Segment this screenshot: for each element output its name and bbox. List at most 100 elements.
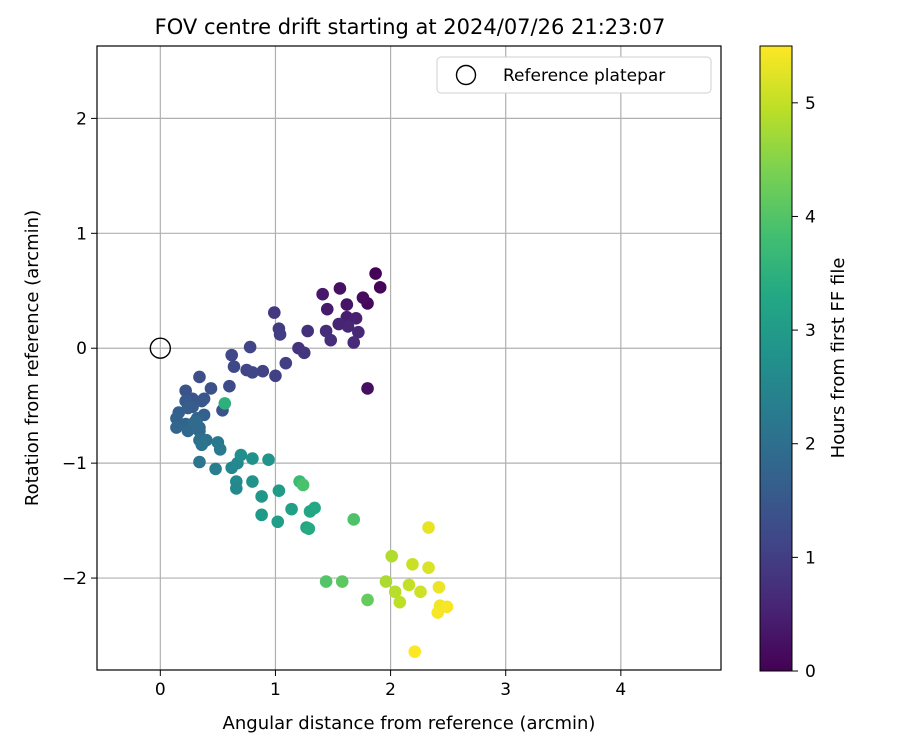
x-tick-label: 2 — [385, 680, 396, 700]
data-points — [170, 267, 454, 658]
scatter-point — [271, 515, 285, 529]
scatter-point — [246, 475, 259, 488]
scatter-point — [302, 522, 316, 535]
colorbar-tick-label: 1 — [805, 548, 816, 568]
scatter-point — [422, 561, 435, 575]
colorbar — [759, 45, 793, 672]
x-tick-label: 3 — [500, 680, 511, 700]
scatter-point — [349, 312, 363, 325]
scatter-point — [316, 287, 329, 301]
y-tick-label: −2 — [62, 569, 87, 589]
scatter-point — [301, 324, 314, 338]
scatter-point — [234, 448, 248, 462]
y-tick-label: 0 — [76, 339, 87, 359]
colorbar-tick-label: 4 — [805, 207, 816, 227]
legend-box — [436, 56, 712, 94]
scatter-point — [361, 382, 374, 395]
colorbar-tick-label: 2 — [805, 435, 816, 455]
y-tick-label: 1 — [76, 224, 87, 244]
colorbar-tick-label: 3 — [805, 321, 816, 341]
scatter-point — [414, 585, 427, 599]
y-axis-ticks: −2 −1 0 1 2 — [62, 109, 97, 589]
scatter-point — [170, 421, 183, 434]
scatter-point — [230, 482, 243, 495]
scatter-point — [319, 575, 333, 588]
colorbar-tick-label: 5 — [805, 94, 816, 114]
scatter-point — [227, 360, 241, 373]
scatter-point — [255, 508, 268, 522]
scatter-point — [225, 348, 239, 362]
scatter-point — [324, 333, 338, 347]
scatter-point — [279, 356, 293, 370]
colorbar-tick-label: 0 — [805, 662, 816, 682]
scatter-point — [170, 412, 183, 425]
chart-title: FOV centre drift starting at 2024/07/26 … — [155, 15, 666, 39]
grid-lines — [97, 46, 721, 670]
scatter-point — [209, 462, 222, 476]
scatter-point — [369, 267, 382, 280]
scatter-point — [195, 394, 209, 408]
reference-platepar-marker — [149, 337, 172, 359]
scatter-point — [385, 549, 399, 563]
scatter-point — [181, 424, 195, 438]
scatter-point — [393, 595, 407, 609]
y-tick-label: 2 — [76, 109, 87, 129]
scatter-point — [320, 302, 334, 316]
scatter-point — [296, 478, 310, 492]
scatter-point — [285, 502, 298, 516]
scatter-point — [347, 513, 361, 526]
y-axis-label: Rotation from reference (arcmin) — [22, 210, 43, 506]
scatter-point — [246, 452, 259, 465]
scatter-point — [195, 438, 209, 452]
plot-frame — [96, 45, 722, 671]
scatter-point — [373, 281, 387, 294]
x-tick-label: 1 — [270, 680, 281, 700]
x-axis-label: Angular distance from reference (arcmin) — [223, 713, 596, 734]
scatter-point — [347, 336, 361, 349]
scatter-point — [297, 346, 311, 360]
scatter-point — [246, 366, 259, 379]
scatter-point — [432, 580, 446, 594]
scatter-point — [272, 484, 286, 498]
scatter-point — [243, 340, 257, 354]
scatter-point — [440, 600, 454, 614]
scatter-point — [269, 369, 282, 383]
colorbar-ticks: 0 1 2 3 4 5 — [792, 94, 816, 682]
scatter-point — [402, 578, 416, 592]
scatter-point — [352, 325, 365, 339]
scatter-point — [204, 382, 218, 395]
scatter-point — [193, 455, 206, 469]
reference-marker-group — [149, 337, 172, 359]
legend-reference-label: Reference platepar — [503, 66, 665, 86]
scatter-point — [361, 593, 374, 607]
scatter-point — [267, 306, 281, 319]
scatter-point — [431, 606, 445, 619]
colorbar-label: Hours from first FF file — [828, 258, 849, 459]
scatter-point — [341, 320, 355, 333]
x-tick-label: 0 — [155, 680, 166, 700]
scatter-point — [188, 415, 202, 429]
scatter-point — [333, 282, 347, 295]
legend-reference-marker-icon — [455, 64, 477, 86]
scatter-point — [223, 379, 236, 393]
y-tick-label: −1 — [62, 454, 87, 474]
scatter-point — [193, 370, 206, 384]
scatter-point — [218, 397, 232, 410]
scatter-point — [422, 521, 435, 534]
scatter-point — [379, 575, 393, 588]
scatter-point — [408, 645, 422, 658]
scatter-point — [262, 453, 275, 467]
x-axis-ticks: 0 1 2 3 4 — [155, 670, 626, 700]
scatter-point — [255, 490, 268, 503]
scatter-point — [256, 364, 270, 378]
scatter-point — [388, 585, 402, 599]
scatter-point — [356, 291, 370, 304]
scatter-point — [213, 443, 227, 456]
scatter-point — [406, 557, 419, 571]
scatter-point — [340, 298, 354, 311]
x-tick-label: 4 — [615, 680, 626, 700]
legend: Reference platepar — [436, 56, 712, 94]
scatter-point — [273, 328, 287, 341]
scatter-point — [335, 575, 349, 588]
